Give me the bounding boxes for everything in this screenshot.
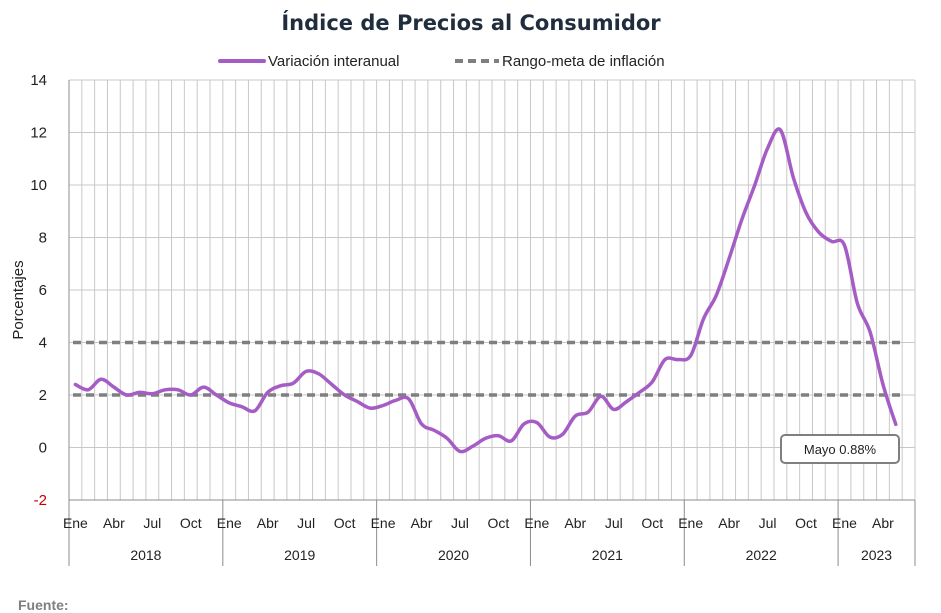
- y-tick-label: 4: [39, 335, 47, 352]
- x-tick-label: Jul: [759, 515, 777, 531]
- x-tick-label: Oct: [641, 515, 663, 531]
- grid: [69, 79, 916, 501]
- x-tick-label: Ene: [63, 515, 88, 531]
- year-label: 2020: [438, 547, 469, 563]
- x-tick-label: Abr: [564, 515, 586, 531]
- year-label: 2023: [861, 547, 892, 563]
- y-tick-label: -2: [34, 492, 47, 509]
- y-tick-label: 10: [30, 177, 47, 194]
- annotation-box: Mayo 0.88%: [780, 434, 900, 464]
- y-tick-label: 2: [39, 387, 47, 404]
- x-tick-label: Ene: [524, 515, 549, 531]
- x-tick-label: Oct: [795, 515, 817, 531]
- source-label: Fuente:: [18, 597, 69, 613]
- x-tick-label: Oct: [488, 515, 510, 531]
- x-tick-label: Abr: [103, 515, 125, 531]
- x-tick-label: Oct: [334, 515, 356, 531]
- x-tick-label: Abr: [411, 515, 433, 531]
- year-label: 2018: [130, 547, 161, 563]
- x-tick-label: Ene: [217, 515, 242, 531]
- x-tick-label: Jul: [451, 515, 469, 531]
- x-tick-labels: Ene Abr Jul Oct Ene Abr Jul Oct Ene Abr Jul Oct Ene A…: [63, 515, 894, 531]
- x-tick-label: Oct: [180, 515, 202, 531]
- year-labels: 2018 2019 2020 2021 2022 2023: [130, 547, 892, 563]
- y-tick-label: 6: [39, 282, 47, 299]
- x-tick-label: Ene: [678, 515, 703, 531]
- y-tick-label: 14: [30, 72, 47, 89]
- x-tick-label: Jul: [143, 515, 161, 531]
- series-lines: [73, 127, 898, 454]
- axes: [68, 80, 916, 566]
- annotation-frame: [780, 434, 900, 464]
- x-tick-label: Jul: [605, 515, 623, 531]
- series-line-variacion: [73, 127, 898, 454]
- year-label: 2021: [592, 547, 623, 563]
- x-tick-label: Jul: [297, 515, 315, 531]
- x-tick-label: Abr: [872, 515, 894, 531]
- x-tick-label: Ene: [832, 515, 857, 531]
- annotation-text: Mayo 0.88%: [804, 442, 877, 457]
- year-label: 2019: [284, 547, 315, 563]
- x-tick-label: Abr: [718, 515, 740, 531]
- x-tick-label: Abr: [257, 515, 279, 531]
- y-tick-label: 12: [30, 125, 47, 142]
- legend-label-variacion: Variación interanual: [268, 53, 399, 70]
- y-axis-label: Porcentajes: [10, 260, 27, 339]
- x-tick-label: Ene: [371, 515, 396, 531]
- target-range-lines: [73, 340, 903, 397]
- legend-label-rango: Rango-meta de inflación: [502, 53, 665, 70]
- y-tick-label: 8: [39, 230, 47, 247]
- year-label: 2022: [746, 547, 777, 563]
- y-tick-label: 0: [39, 440, 47, 457]
- legend: Variación interanual Rango-meta de infla…: [218, 53, 665, 70]
- chart-title: Índice de Precios al Consumidor: [281, 10, 661, 35]
- y-tick-labels: -2 0 2 4 6 8 10 12 14: [30, 72, 47, 509]
